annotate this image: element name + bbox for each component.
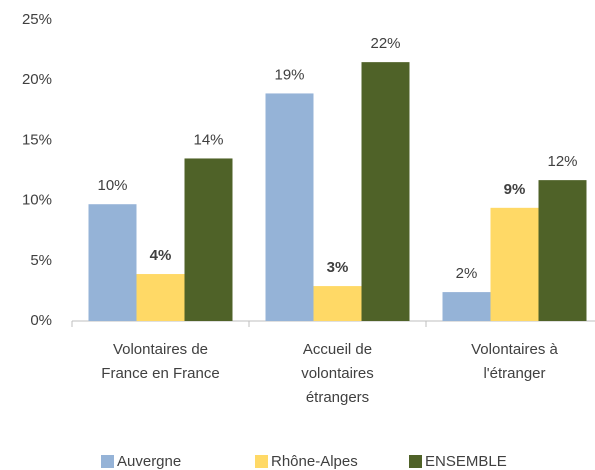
bar: [265, 93, 314, 321]
y-tick-label: 25%: [22, 11, 52, 28]
bar: [88, 204, 137, 321]
y-tick-label: 0%: [30, 312, 52, 329]
value-label: 9%: [504, 181, 526, 198]
y-tick-label: 15%: [22, 131, 52, 148]
x-tick-label: Volontaires de: [113, 341, 208, 358]
bar: [490, 207, 539, 321]
x-tick-label: Accueil de: [303, 341, 372, 358]
bar: [136, 274, 185, 321]
legend-label: Auvergne: [117, 453, 181, 470]
y-tick-label: 20%: [22, 71, 52, 88]
x-tick-label: Volontaires à: [471, 341, 558, 358]
value-label: 4%: [150, 247, 172, 264]
bar: [313, 286, 362, 321]
value-label: 14%: [193, 131, 223, 148]
value-label: 3%: [327, 259, 349, 276]
y-tick-label: 10%: [22, 192, 52, 209]
x-tick-label: volontaires: [301, 365, 374, 382]
x-tick-label: France en France: [101, 365, 219, 382]
x-tick-label: l'étranger: [483, 365, 545, 382]
legend-label: Rhône-Alpes: [271, 453, 358, 470]
bar: [442, 292, 491, 321]
value-label: 19%: [274, 66, 304, 83]
value-label: 2%: [456, 265, 478, 282]
legend-swatch: [101, 455, 114, 468]
x-tick-label: étrangers: [306, 389, 369, 406]
bar: [538, 180, 587, 321]
value-label: 10%: [97, 177, 127, 194]
legend-label: ENSEMBLE: [425, 453, 507, 470]
bar: [361, 62, 410, 321]
bar: [184, 158, 233, 321]
legend-swatch: [409, 455, 422, 468]
legend-swatch: [255, 455, 268, 468]
value-label: 12%: [547, 153, 577, 170]
y-tick-label: 5%: [30, 252, 52, 269]
value-label: 22%: [370, 35, 400, 52]
